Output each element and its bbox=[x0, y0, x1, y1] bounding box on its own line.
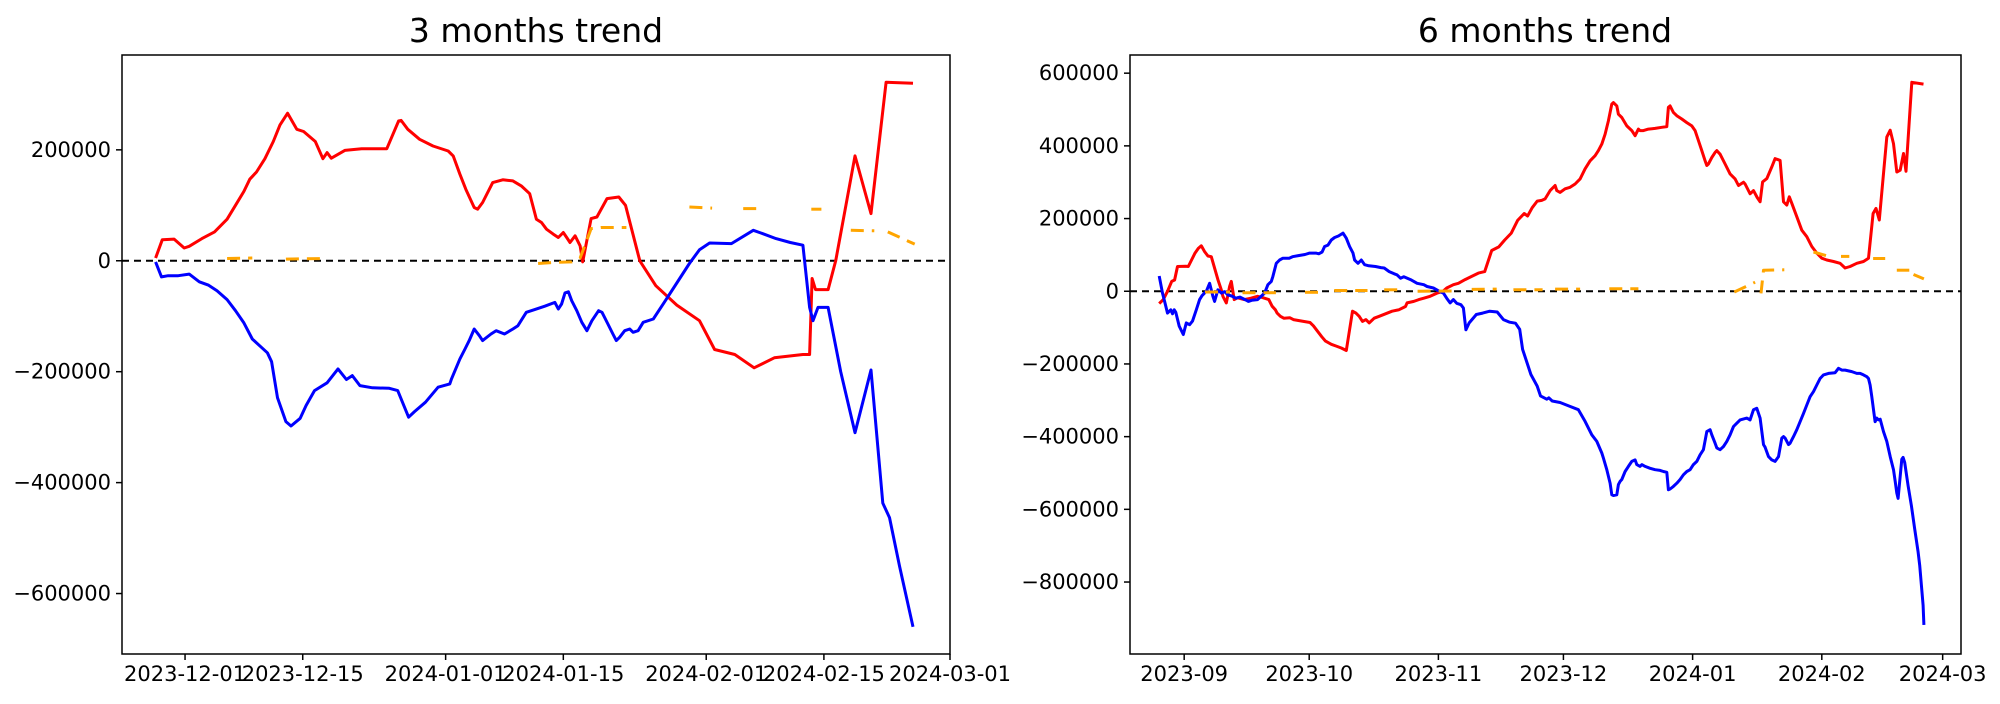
y-tick-label: −400000 bbox=[13, 471, 111, 495]
chart-title-6-months: 6 months trend bbox=[1418, 11, 1672, 50]
x-tick-label: 2023-11 bbox=[1395, 662, 1483, 686]
orange-series-line bbox=[888, 232, 915, 244]
x-tick-label: 2024-01-01 bbox=[385, 662, 507, 686]
orange-series-line bbox=[851, 230, 875, 231]
x-tick-label: 2024-02 bbox=[1778, 662, 1866, 686]
y-tick-label: 200000 bbox=[31, 138, 111, 162]
y-tick-label: −200000 bbox=[13, 360, 111, 384]
y-tick-label: 0 bbox=[98, 249, 111, 273]
x-tick-label: 2024-02-15 bbox=[763, 662, 885, 686]
y-tick-label: −600000 bbox=[1021, 497, 1119, 521]
plot-border bbox=[122, 55, 950, 654]
x-tick-label: 2024-01-15 bbox=[502, 662, 624, 686]
x-tick-label: 2023-12 bbox=[1520, 662, 1608, 686]
y-tick-label: −200000 bbox=[1021, 352, 1119, 376]
red-series-line bbox=[1159, 82, 1923, 350]
y-tick-label: −800000 bbox=[1021, 570, 1119, 594]
x-tick-label: 2024-03 bbox=[1899, 662, 1987, 686]
y-tick-label: 0 bbox=[1106, 279, 1119, 303]
x-tick-label: 2023-10 bbox=[1265, 662, 1353, 686]
orange-series-line bbox=[286, 259, 328, 260]
x-tick-label: 2023-12-01 bbox=[124, 662, 246, 686]
y-tick-label: 600000 bbox=[1039, 61, 1119, 85]
x-tick-label: 2024-01 bbox=[1649, 662, 1737, 686]
plot-border bbox=[1130, 55, 1961, 654]
orange-series-line bbox=[1814, 252, 1827, 256]
red-series-line bbox=[156, 82, 913, 368]
x-tick-label: 2023-09 bbox=[1140, 662, 1228, 686]
orange-series-line bbox=[1914, 275, 1924, 279]
orange-series-line bbox=[227, 258, 252, 259]
x-tick-label: 2024-03-01 bbox=[889, 662, 1011, 686]
orange-series-line bbox=[689, 207, 712, 208]
x-tick-label: 2023-12-15 bbox=[242, 662, 364, 686]
orange-series-line bbox=[1761, 270, 1784, 294]
chart-6-months-trend: 6 months trend 2023-09 2023-10 2023-11 2023… bbox=[1021, 11, 1986, 686]
y-tick-label: 200000 bbox=[1039, 207, 1119, 231]
x-tick-label: 2024-02-01 bbox=[645, 662, 767, 686]
y-tick-label: −400000 bbox=[1021, 425, 1119, 449]
y-tick-label: −600000 bbox=[13, 582, 111, 606]
y-tick-label: 400000 bbox=[1039, 134, 1119, 158]
blue-series-line bbox=[156, 230, 913, 627]
chart-title-3-months: 3 months trend bbox=[409, 11, 663, 50]
